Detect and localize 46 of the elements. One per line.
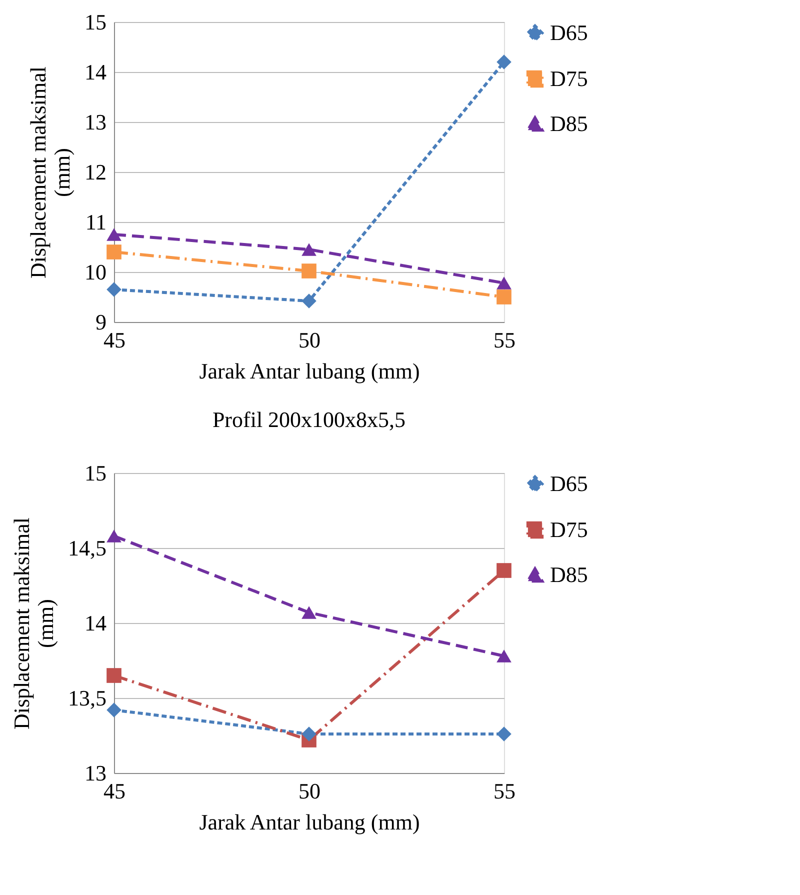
- x-tick-label: 50: [298, 778, 320, 804]
- x-tick-label: 50: [298, 328, 320, 352]
- point: [106, 244, 122, 260]
- chart-title: Profil 200x100x8x5,5: [212, 407, 406, 432]
- y-tick-label: 13,5: [68, 686, 106, 710]
- y-tick-label: 10: [84, 260, 106, 284]
- point: [302, 606, 316, 619]
- legend-label: D65: [550, 471, 588, 496]
- point: [106, 702, 122, 718]
- legend-label: D85: [550, 111, 588, 136]
- x-tick-label: 45: [104, 328, 126, 352]
- point: [496, 650, 512, 662]
- legend-label: D85: [550, 562, 588, 587]
- y-tick-label: 15: [84, 10, 106, 34]
- y-tick-label: 9: [96, 310, 106, 334]
- x-tick-label: 45: [104, 778, 126, 804]
- legend-label: D65: [550, 20, 588, 45]
- x-tick-label: 55: [494, 778, 516, 804]
- point: [302, 264, 316, 278]
- y-tick-label: 13: [84, 110, 106, 134]
- point: [496, 726, 512, 742]
- point: [302, 726, 316, 742]
- point: [302, 294, 316, 308]
- point: [106, 530, 122, 542]
- legend-label: D75: [550, 66, 588, 91]
- x-axis-title: Jarak Antar lubang (mm): [199, 358, 420, 384]
- y-tick-label: 13: [84, 760, 106, 786]
- point: [106, 282, 122, 297]
- y-tick-label: 15: [84, 460, 106, 486]
- point: [496, 290, 512, 304]
- point: [496, 563, 512, 578]
- y-tick-label: 14: [84, 610, 106, 636]
- y-tick-label: 14: [84, 60, 106, 84]
- y-axis-title: Displacement maksimal (mm): [26, 66, 74, 278]
- point: [302, 243, 316, 256]
- x-tick-label: 55: [494, 328, 516, 352]
- y-axis-title: Displacement maksimal (mm): [9, 518, 58, 730]
- point: [106, 228, 122, 241]
- point: [496, 54, 512, 70]
- point: [496, 276, 512, 290]
- point: [106, 668, 122, 683]
- y-tick-label: 11: [85, 210, 106, 234]
- y-tick-label: 14,5: [68, 536, 106, 560]
- y-tick-label: 12: [84, 160, 106, 184]
- x-axis-title: Jarak Antar lubang (mm): [199, 810, 420, 834]
- legend-label: D75: [550, 517, 588, 542]
